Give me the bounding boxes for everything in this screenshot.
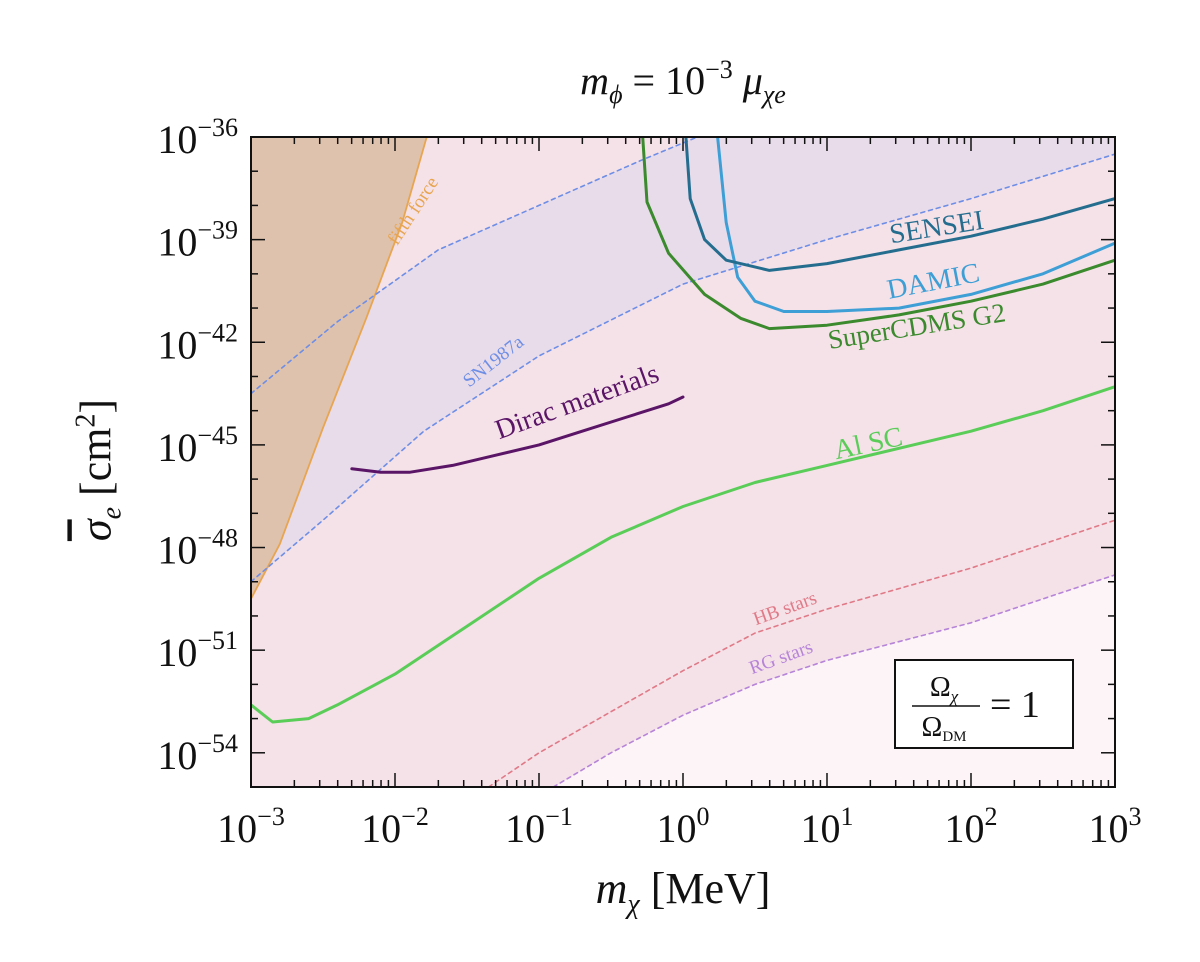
curve-rg-stars (552, 574, 1115, 787)
y-axis-title: σe [cm2] (70, 399, 127, 541)
x-axis-title: mχ [MeV] (596, 864, 771, 920)
x-tick-label: 10−1 (505, 802, 573, 851)
chart-title: mϕ = 10−3 μχe (580, 55, 786, 109)
x-tick-label: 102 (945, 802, 998, 851)
x-tick-label: 103 (1089, 802, 1142, 851)
abundance-box: Ωχ ΩDM = 1 (894, 659, 1074, 749)
x-tick-label: 10−2 (361, 802, 429, 851)
y-tick-label: 10−42 (157, 318, 238, 367)
curve-dirac-materials (350, 395, 685, 474)
abundance-equals: = 1 (990, 684, 1040, 726)
y-tick-label: 10−39 (157, 216, 238, 265)
curve-sn1987a-lower (251, 153, 1115, 583)
curve-fifth-force (251, 137, 428, 600)
x-tick-label: 100 (657, 802, 710, 851)
curves (251, 137, 1115, 787)
curve-supercdms-g2 (641, 137, 1115, 331)
y-tick-label: 10−51 (157, 626, 238, 675)
tick-labels: 10−3 10−2 10−1 100 101 102 103 10−36 10−39 10−42 1… (157, 113, 1141, 851)
sn1987a-region (251, 137, 1115, 582)
curve-sn1987a-upper (251, 137, 699, 395)
fifth-force-region (251, 137, 427, 599)
abundance-denominator: ΩDM (922, 712, 967, 745)
axis-ticks (250, 136, 1115, 788)
curve-damic (716, 137, 1115, 313)
curve-al-sc (251, 385, 1115, 724)
x-tick-label: 101 (801, 802, 854, 851)
plot-area (251, 137, 1115, 787)
y-tick-label: 10−54 (157, 729, 238, 778)
y-tick-label: 10−48 (157, 524, 238, 573)
y-tick-label: 10−45 (157, 421, 238, 470)
x-tick-label: 10−3 (217, 802, 285, 851)
abundance-numerator: Ωχ (930, 672, 959, 706)
abundance-box-frame (894, 659, 1074, 749)
y-tick-label: 10−36 (157, 113, 238, 162)
curve-sensei (684, 137, 1115, 272)
curve-hb-stars (487, 519, 1115, 787)
